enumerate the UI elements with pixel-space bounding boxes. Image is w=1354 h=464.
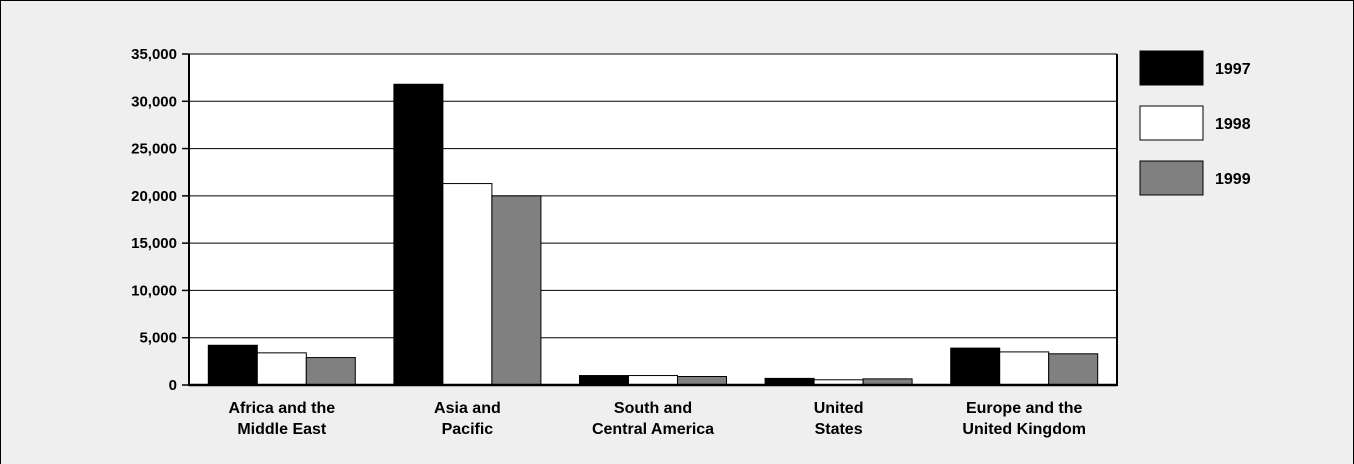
y-tick-label: 25,000 xyxy=(131,141,177,158)
x-axis-labels: Africa and the Middle East Asia and Pacific… xyxy=(228,400,1086,438)
legend: 1997 1998 1999 xyxy=(1139,50,1251,196)
y-tick-label: 5,000 xyxy=(139,330,177,347)
legend-label: 1997 xyxy=(1215,61,1251,78)
y-tick-label: 20,000 xyxy=(131,188,177,205)
gridlines xyxy=(189,53,1117,385)
bar xyxy=(491,195,542,386)
bar xyxy=(207,344,258,386)
bar xyxy=(442,183,493,386)
legend-label: 1998 xyxy=(1215,116,1251,133)
x-category-label: Europe and the xyxy=(966,400,1083,417)
y-tick-label: 0 xyxy=(169,377,177,394)
x-category-label: United Kingdom xyxy=(962,421,1086,438)
x-category-label: South and xyxy=(614,400,692,417)
legend-label: 1999 xyxy=(1215,171,1251,188)
legend-swatch xyxy=(1139,105,1204,141)
axes xyxy=(188,54,1118,387)
x-category-label: Middle East xyxy=(237,421,327,438)
plot-area xyxy=(189,54,1117,385)
bar xyxy=(256,352,307,386)
bar xyxy=(305,357,356,386)
x-category-label: Asia and xyxy=(434,400,501,417)
bar xyxy=(628,375,678,386)
y-tick-label: 35,000 xyxy=(131,46,177,63)
bar xyxy=(999,351,1050,386)
bar xyxy=(677,375,727,386)
y-tick-label: 15,000 xyxy=(131,235,177,252)
x-category-label: Pacific xyxy=(442,421,494,438)
bar xyxy=(950,347,1001,386)
bars xyxy=(207,83,1099,386)
y-tick-label: 10,000 xyxy=(131,282,177,299)
x-category-label: Africa and the xyxy=(228,400,335,417)
bar xyxy=(579,375,629,386)
y-tick-label: 30,000 xyxy=(131,93,177,110)
x-category-label: Central America xyxy=(592,421,714,438)
bar xyxy=(1048,353,1099,386)
x-category-label: United xyxy=(814,400,864,417)
bar xyxy=(393,83,444,386)
x-category-label: States xyxy=(815,421,863,438)
legend-swatch xyxy=(1139,50,1204,86)
legend-swatch xyxy=(1139,160,1204,196)
y-axis-ticks: 0 5,000 10,000 15,000 20,000 25,000 30,000 35,0… xyxy=(131,46,189,394)
